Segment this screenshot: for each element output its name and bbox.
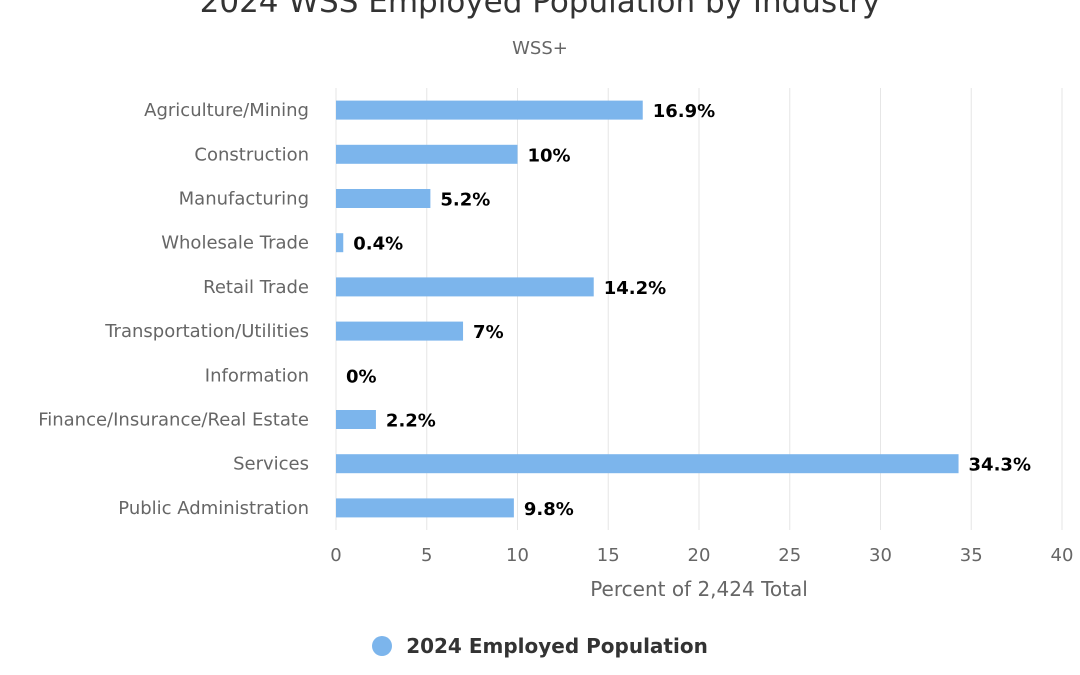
- data-label: 16.9%: [653, 101, 715, 122]
- category-label: Information: [205, 365, 309, 386]
- x-tick-label: 30: [869, 545, 892, 566]
- category-labels: Agriculture/Mining Construction Manufactur…: [38, 100, 309, 519]
- x-tick-label: 25: [778, 545, 801, 566]
- x-tick-label: 0: [330, 545, 341, 566]
- data-label: 10%: [528, 145, 571, 166]
- bar: [336, 277, 594, 297]
- x-tick-label: 10: [506, 545, 529, 566]
- x-tick-labels: 0 5 10 15 20 25 30 35 40: [330, 545, 1073, 566]
- bar: [336, 144, 518, 164]
- data-labels: 16.9% 10% 5.2% 0.4% 14.2% 7% 0% 2.2% 34.3% 9.8%: [346, 101, 1031, 520]
- bar: [336, 233, 344, 253]
- bar-chart: Agriculture/Mining Construction Manufactur…: [38, 88, 1073, 601]
- category-label: Finance/Insurance/Real Estate: [38, 410, 309, 431]
- category-label: Transportation/Utilities: [104, 321, 309, 342]
- category-label: Construction: [194, 144, 309, 165]
- x-tick-label: 35: [960, 545, 983, 566]
- data-label: 9.8%: [524, 499, 574, 520]
- category-label: Agriculture/Mining: [144, 100, 309, 121]
- legend-marker: [372, 636, 393, 656]
- data-label: 0.4%: [353, 234, 403, 255]
- x-tick-label: 5: [421, 545, 432, 566]
- category-label: Services: [233, 454, 309, 475]
- category-label: Wholesale Trade: [161, 233, 309, 254]
- x-tick-label: 15: [597, 545, 620, 566]
- chart-title: 2024 WSS Employed Population by Industry: [199, 0, 881, 20]
- x-tick-label: 20: [688, 545, 711, 566]
- data-label: 0%: [346, 366, 377, 387]
- bar: [336, 189, 431, 208]
- bar: [336, 410, 376, 429]
- bar: [336, 321, 464, 341]
- x-tick-label: 40: [1051, 545, 1074, 566]
- legend[interactable]: 2024 Employed Population: [0, 634, 1080, 658]
- bars: [336, 100, 959, 518]
- x-axis-title: Percent of 2,424 Total: [590, 577, 808, 601]
- category-label: Public Administration: [118, 498, 309, 519]
- data-label: 34.3%: [969, 455, 1031, 476]
- bar: [336, 454, 959, 474]
- data-label: 7%: [473, 322, 504, 343]
- category-label: Retail Trade: [203, 277, 309, 298]
- category-label: Manufacturing: [179, 189, 309, 210]
- chart-subtitle: WSS+: [512, 38, 568, 59]
- data-label: 5.2%: [440, 190, 490, 211]
- data-label: 2.2%: [386, 411, 436, 432]
- data-label: 14.2%: [604, 278, 666, 299]
- bar: [336, 498, 514, 518]
- bar: [336, 100, 643, 120]
- legend-label: 2024 Employed Population: [406, 634, 708, 658]
